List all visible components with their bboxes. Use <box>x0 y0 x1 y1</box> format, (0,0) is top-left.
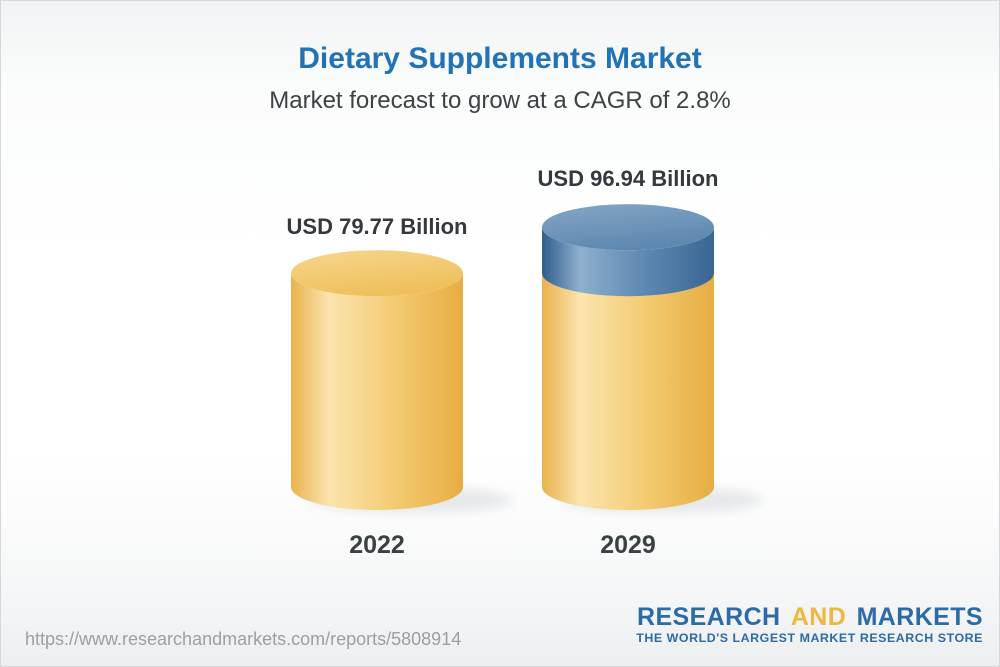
chart-subtitle: Market forecast to grow at a CAGR of 2.8… <box>269 87 731 114</box>
research-and-markets-logo: RESEARCH AND MARKETS THE WORLD'S LARGEST… <box>636 604 983 645</box>
bar-2022-cylinder-body <box>291 273 463 510</box>
bar-value-label-2029: USD 96.94 Billion <box>537 166 719 191</box>
logo-tagline: THE WORLD'S LARGEST MARKET RESEARCH STOR… <box>636 631 983 645</box>
logo-wordmark: RESEARCH AND MARKETS <box>636 604 983 630</box>
bar-2029-cylinder-top <box>542 204 714 251</box>
report-url-link[interactable]: https://www.researchandmarkets.com/repor… <box>25 629 462 649</box>
bar-2029-growth-segment <box>542 227 714 297</box>
bar-category-label-2022: 2022 <box>349 531 405 559</box>
logo-word-and: AND <box>790 603 847 631</box>
bar-2029-base-segment <box>542 273 714 510</box>
bar-value-label-2022: USD 79.77 Billion <box>286 214 468 239</box>
logo-word-markets: MARKETS <box>856 603 983 631</box>
chart-title: Dietary Supplements Market <box>298 42 702 75</box>
bar-2022-cylinder-top <box>291 250 463 297</box>
logo-word-research: RESEARCH <box>636 603 781 631</box>
bar-category-label-2029: 2029 <box>600 531 656 559</box>
